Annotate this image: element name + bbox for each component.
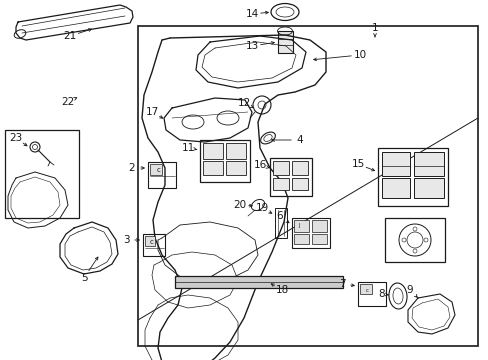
- Bar: [148, 162, 176, 188]
- Bar: [274, 208, 286, 238]
- Text: 13: 13: [245, 41, 258, 51]
- Bar: [272, 178, 288, 190]
- Text: 1: 1: [371, 23, 378, 33]
- Text: 17: 17: [145, 107, 158, 117]
- Bar: [142, 234, 164, 256]
- Bar: [200, 140, 249, 182]
- Text: 4: 4: [296, 135, 303, 145]
- Bar: [413, 178, 443, 198]
- Bar: [5, 130, 79, 218]
- Text: 18: 18: [275, 285, 288, 295]
- Bar: [413, 152, 443, 176]
- Text: 6: 6: [276, 211, 283, 221]
- Bar: [291, 178, 307, 190]
- Bar: [384, 218, 444, 262]
- Text: 19: 19: [255, 203, 268, 213]
- Bar: [150, 164, 162, 175]
- Bar: [291, 218, 329, 248]
- Bar: [377, 148, 447, 206]
- Bar: [145, 236, 155, 246]
- Bar: [225, 143, 245, 159]
- Text: 7: 7: [338, 279, 345, 289]
- Bar: [357, 282, 385, 306]
- Bar: [311, 234, 326, 244]
- Text: c: c: [150, 239, 154, 245]
- Bar: [293, 220, 308, 232]
- Bar: [293, 234, 308, 244]
- Text: 5: 5: [81, 273, 87, 283]
- Text: 12: 12: [237, 98, 250, 108]
- Text: 15: 15: [351, 159, 364, 169]
- Bar: [272, 161, 288, 175]
- Bar: [269, 158, 311, 196]
- Text: 23: 23: [9, 133, 22, 143]
- Bar: [203, 161, 223, 175]
- Text: 20: 20: [233, 200, 246, 210]
- Bar: [203, 143, 223, 159]
- Bar: [225, 161, 245, 175]
- Text: 3: 3: [122, 235, 129, 245]
- Bar: [291, 161, 307, 175]
- Text: 10: 10: [353, 50, 366, 60]
- Text: 16: 16: [253, 160, 266, 170]
- Text: 22: 22: [61, 97, 75, 107]
- Bar: [381, 178, 409, 198]
- Bar: [359, 284, 371, 294]
- Bar: [278, 31, 292, 53]
- Bar: [138, 26, 477, 346]
- Text: 11: 11: [181, 143, 194, 153]
- Text: J: J: [298, 224, 299, 229]
- Text: c: c: [365, 288, 368, 292]
- Bar: [381, 152, 409, 176]
- Text: 9: 9: [406, 285, 412, 295]
- Text: 21: 21: [63, 31, 77, 41]
- Bar: [311, 220, 326, 232]
- Text: 2: 2: [128, 163, 135, 173]
- Text: 14: 14: [245, 9, 258, 19]
- Text: 8: 8: [378, 289, 385, 299]
- Text: c: c: [157, 167, 161, 173]
- Bar: [175, 276, 342, 288]
